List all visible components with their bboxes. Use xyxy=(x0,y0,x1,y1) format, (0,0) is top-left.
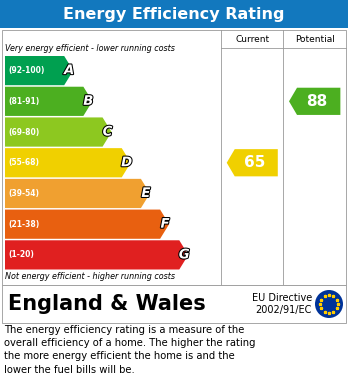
Text: England & Wales: England & Wales xyxy=(8,294,206,314)
Circle shape xyxy=(315,290,343,318)
Text: B: B xyxy=(83,95,93,108)
Text: E: E xyxy=(141,187,150,200)
Polygon shape xyxy=(5,179,150,208)
Polygon shape xyxy=(5,117,112,147)
Text: C: C xyxy=(103,126,112,138)
Polygon shape xyxy=(5,56,73,85)
Text: (69-80): (69-80) xyxy=(8,127,39,136)
Polygon shape xyxy=(289,88,340,115)
Text: (1-20): (1-20) xyxy=(8,250,34,259)
Polygon shape xyxy=(227,149,278,176)
Text: A: A xyxy=(64,64,74,77)
Text: (21-38): (21-38) xyxy=(8,220,39,229)
Text: G: G xyxy=(179,248,190,262)
Text: 88: 88 xyxy=(306,94,327,109)
Polygon shape xyxy=(5,148,131,178)
Text: (55-68): (55-68) xyxy=(8,158,39,167)
Text: (81-91): (81-91) xyxy=(8,97,39,106)
Polygon shape xyxy=(5,210,169,239)
Text: 65: 65 xyxy=(244,155,265,170)
Text: D: D xyxy=(121,156,132,169)
Text: The energy efficiency rating is a measure of the
overall efficiency of a home. T: The energy efficiency rating is a measur… xyxy=(4,325,255,375)
Text: EU Directive
2002/91/EC: EU Directive 2002/91/EC xyxy=(252,293,312,315)
Polygon shape xyxy=(5,240,188,269)
Text: Not energy efficient - higher running costs: Not energy efficient - higher running co… xyxy=(5,272,175,281)
Text: Potential: Potential xyxy=(295,34,335,43)
Text: Very energy efficient - lower running costs: Very energy efficient - lower running co… xyxy=(5,44,175,53)
Text: Energy Efficiency Rating: Energy Efficiency Rating xyxy=(63,7,285,22)
Bar xyxy=(0,0,348,28)
Polygon shape xyxy=(5,87,92,116)
Text: Current: Current xyxy=(235,34,269,43)
Text: (39-54): (39-54) xyxy=(8,189,39,198)
Text: F: F xyxy=(160,218,169,231)
Text: (92-100): (92-100) xyxy=(8,66,45,75)
Bar xyxy=(2,285,346,323)
Bar xyxy=(2,30,346,285)
